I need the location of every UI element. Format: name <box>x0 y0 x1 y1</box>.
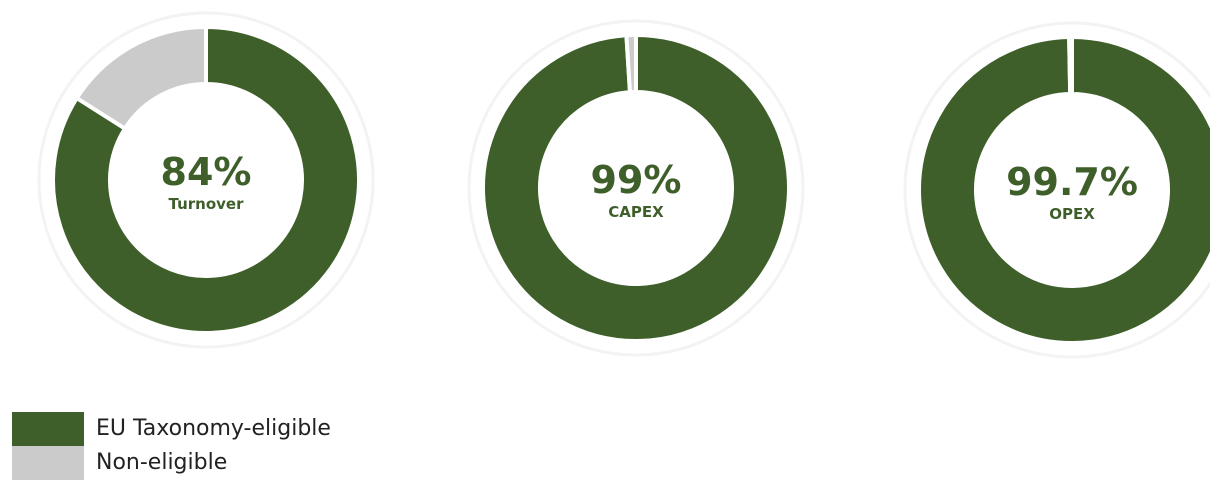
center-value: 84% <box>161 150 252 194</box>
center-label: CAPEX <box>608 203 664 221</box>
donut-chart-capex: 99%CAPEX <box>467 19 805 357</box>
donut-halo <box>903 21 1210 359</box>
donut-halo <box>37 11 375 349</box>
donut-halo <box>467 19 805 357</box>
legend-label-eligible: EU Taxonomy-eligible <box>96 416 331 441</box>
legend-swatch-non-eligible <box>12 446 84 480</box>
legend: EU Taxonomy-eligible Non-eligible <box>12 412 331 480</box>
center-value: 99% <box>591 158 682 202</box>
legend-label-non-eligible: Non-eligible <box>96 450 228 475</box>
legend-swatch-eligible <box>12 412 84 446</box>
center-label: OPEX <box>1049 205 1095 223</box>
donut-chart-turnover: 84%Turnover <box>37 11 375 349</box>
donut-slice-non-eligible <box>1067 35 1074 97</box>
center-value: 99.7% <box>1006 160 1138 204</box>
donut-slice-eligible <box>917 35 1210 345</box>
donut-chart-opex: 99.7%OPEX <box>903 21 1210 359</box>
legend-item-non-eligible: Non-eligible <box>12 446 331 480</box>
donut-slice-non-eligible <box>74 25 208 131</box>
donut-charts: 84%Turnover 99%CAPEX 99.7%OPEX <box>37 11 1210 359</box>
donut-slice-eligible <box>481 33 791 343</box>
center-label: Turnover <box>169 195 245 213</box>
donut-slice-eligible <box>51 25 361 335</box>
legend-item-eligible: EU Taxonomy-eligible <box>12 412 331 446</box>
donut-slice-non-eligible <box>624 33 638 95</box>
